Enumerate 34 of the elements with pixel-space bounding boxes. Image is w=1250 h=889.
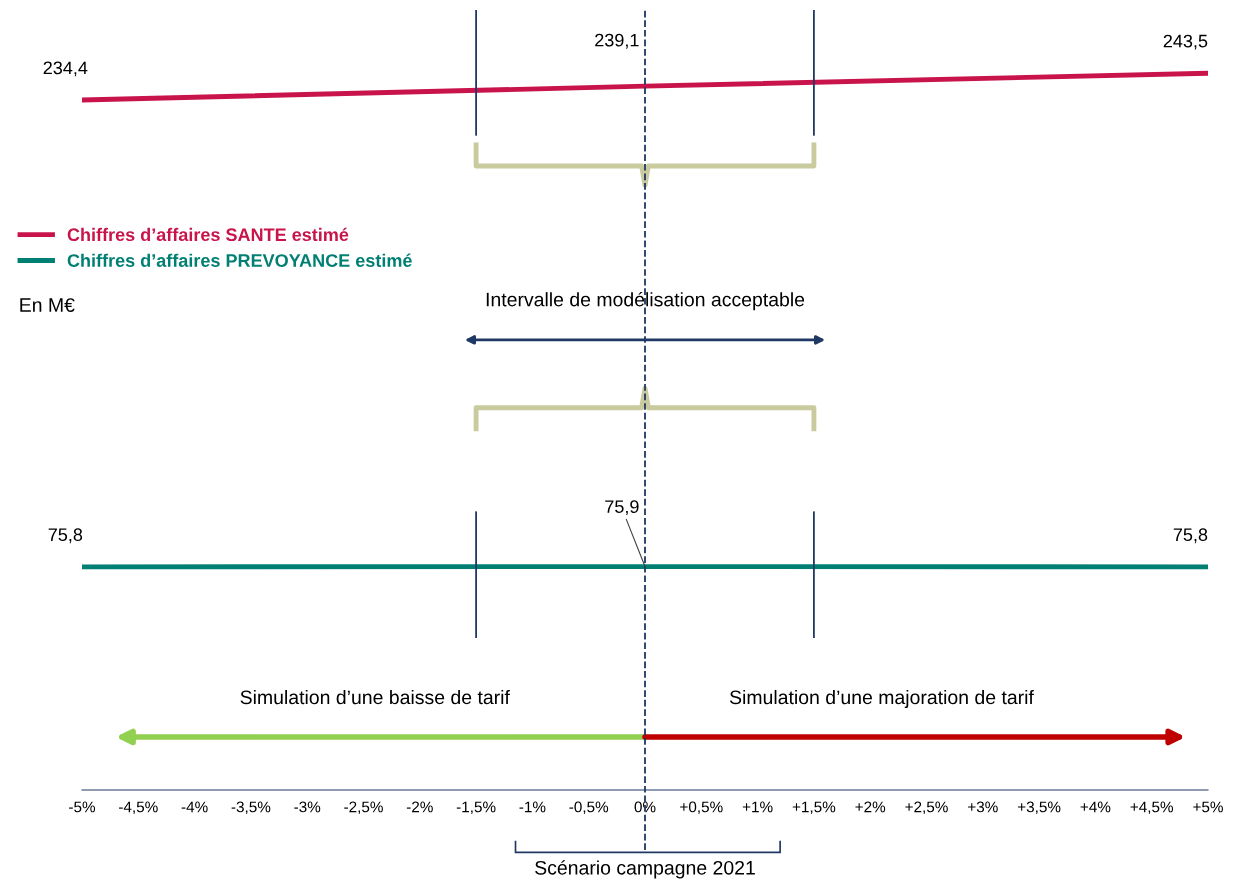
x-tick-label: +0,5% — [680, 801, 723, 815]
x-tick-label: -2% — [406, 801, 433, 813]
x-tick-label: -4% — [181, 801, 208, 813]
legend-label: Chiffres d’affaires PREVOYANCE estimé — [67, 253, 412, 267]
x-tick-label: -2,5% — [344, 801, 383, 815]
x-tick-label: -1,5% — [456, 801, 496, 815]
x-tick-label: +4,5% — [1130, 801, 1174, 815]
annotation: Simulation d’une majoration de tarif — [729, 689, 1034, 709]
legend-label: Chiffres d’affaires SANTE estimé — [67, 227, 349, 242]
x-tick-label: -4,5% — [119, 801, 158, 815]
x-tick-label: +3% — [968, 801, 998, 813]
x-tick-label: +3,5% — [1017, 801, 1061, 815]
x-tick-label: +2% — [855, 801, 886, 813]
x-tick-label: +4% — [1080, 801, 1111, 813]
x-tick-label: -0,5% — [569, 801, 609, 815]
data-label: 75,8 — [48, 528, 83, 544]
data-label: 243,5 — [1163, 34, 1208, 50]
x-tick-label: -5% — [69, 801, 96, 813]
x-tick-label: -3,5% — [231, 801, 271, 815]
data-label: 75,8 — [1173, 528, 1208, 544]
annotation: Intervalle de modélisation acceptable — [486, 291, 805, 311]
data-label: 239,1 — [595, 33, 639, 49]
x-tick-label: +2,5% — [905, 801, 948, 815]
text: En M€ — [20, 298, 75, 312]
x-tick-label: 0% — [634, 801, 656, 813]
annotation: Simulation d’une baisse de tarif — [240, 689, 510, 705]
text: Scénario campagne 2021 — [535, 860, 755, 879]
x-tick-label: +1,5% — [792, 801, 836, 815]
data-label: 75,9 — [605, 500, 639, 516]
x-tick-label: +5% — [1193, 801, 1223, 813]
x-tick-label: +1% — [742, 801, 773, 813]
x-tick-label: -3% — [294, 801, 321, 813]
data-label: 234,4 — [43, 61, 88, 77]
x-tick-label: -1% — [519, 801, 546, 813]
